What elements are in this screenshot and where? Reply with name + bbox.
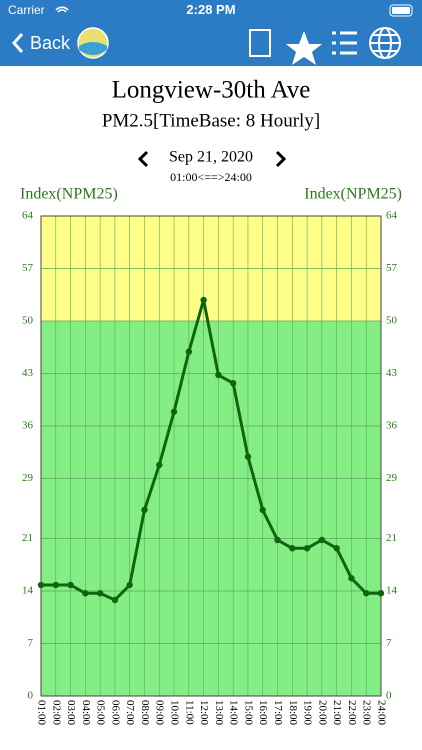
data-point — [111, 596, 119, 604]
y2-tick-label: 64 — [386, 210, 398, 222]
app-logo-water — [79, 42, 107, 55]
data-point — [67, 581, 74, 589]
data-point — [200, 296, 207, 304]
data-point — [52, 581, 59, 589]
x-tick-label: 05:00 — [95, 700, 107, 726]
data-point — [363, 590, 370, 597]
x-tick-label: 24:00 — [375, 700, 387, 726]
x-tick-label: 08:00 — [139, 700, 151, 726]
list-icon[interactable] — [332, 31, 357, 55]
y-tick-label: 0 — [28, 690, 34, 702]
x-tick-label: 23:00 — [361, 700, 373, 726]
data-point — [229, 380, 237, 387]
data-point — [348, 575, 355, 582]
x-tick-label: 02:00 — [50, 700, 62, 726]
x-tick-label: 13:00 — [213, 700, 225, 726]
y2-tick-label: 7 — [386, 637, 392, 649]
globe-icon[interactable] — [369, 27, 401, 59]
clock: 2:28 PM — [186, 2, 235, 17]
x-tick-label: 03:00 — [65, 700, 77, 726]
y-axis-label: Index(NPM25) — [20, 186, 118, 203]
y2-tick-label: 43 — [386, 367, 398, 379]
data-point — [377, 590, 385, 597]
x-tick-label: 17:00 — [272, 700, 284, 726]
x-tick-label: 01:00 — [35, 700, 47, 726]
x-tick-label: 19:00 — [302, 700, 314, 726]
x-tick-label: 10:00 — [169, 700, 181, 726]
data-point — [37, 581, 45, 589]
y-tick-label: 7 — [28, 637, 34, 649]
y2-tick-label: 29 — [386, 472, 398, 484]
chart-subtitle: PM2.5[TimeBase: 8 Hourly] — [102, 110, 320, 131]
y-tick-label: 21 — [22, 532, 33, 544]
data-point — [156, 461, 163, 469]
battery — [389, 4, 413, 17]
notes-icon[interactable] — [249, 29, 271, 57]
back-arrow[interactable] — [11, 33, 24, 53]
band — [41, 321, 381, 696]
next-day[interactable] — [275, 150, 287, 168]
y2-tick-label: 0 — [386, 690, 392, 702]
y-tick-label: 29 — [22, 472, 34, 484]
data-point — [185, 348, 193, 355]
x-tick-label: 16:00 — [257, 700, 269, 726]
y-tick-label: 14 — [22, 585, 34, 597]
data-point — [82, 590, 89, 597]
data-point — [333, 545, 340, 552]
y-tick-label: 50 — [22, 315, 34, 327]
x-tick-label: 22:00 — [346, 700, 358, 726]
chart-title: Longview-30th Ave — [112, 77, 311, 104]
data-point — [126, 581, 133, 589]
x-tick-label: 11:00 — [183, 700, 195, 725]
plot-border — [40, 215, 382, 697]
x-tick-label: 12:00 — [198, 700, 210, 726]
y-tick-label: 64 — [22, 210, 34, 222]
x-tick-label: 20:00 — [316, 700, 328, 726]
x-tick-label: 21:00 — [331, 700, 343, 726]
y2-tick-label: 36 — [386, 420, 398, 432]
carrier: Carrier — [8, 3, 45, 17]
y-tick-label: 36 — [22, 420, 34, 432]
data-point — [259, 506, 266, 514]
y2-tick-label: 57 — [386, 262, 398, 274]
y-tick-label: 43 — [22, 367, 34, 379]
data-point — [318, 536, 326, 544]
wifi-icon — [55, 6, 69, 13]
data-point — [274, 536, 281, 544]
x-tick-label: 14:00 — [228, 700, 240, 726]
date: Sep 21, 2020 — [169, 149, 253, 166]
y2-tick-label: 14 — [386, 585, 398, 597]
y-tick-label: 57 — [22, 262, 34, 274]
x-tick-label: 15:00 — [242, 700, 254, 726]
y2-axis-label: Index(NPM25) — [304, 186, 402, 203]
time-range: 01:00<==>24:00 — [170, 170, 252, 184]
y2-tick-label: 50 — [386, 315, 398, 327]
x-tick-label: 04:00 — [80, 700, 92, 726]
x-tick-label: 09:00 — [154, 700, 166, 726]
x-tick-label: 06:00 — [109, 700, 121, 726]
data-point — [96, 590, 104, 597]
data-point — [244, 453, 252, 460]
data-point — [289, 545, 296, 552]
x-tick-label: 07:00 — [124, 700, 136, 726]
data-point — [215, 371, 222, 379]
data-point — [303, 545, 311, 552]
x-tick-label: 18:00 — [287, 700, 299, 726]
data-point — [170, 408, 178, 415]
y2-tick-label: 21 — [386, 532, 397, 544]
favorite-icon[interactable] — [286, 31, 322, 65]
prev-day[interactable] — [137, 150, 149, 168]
back-button[interactable]: Back — [30, 33, 71, 53]
data-point — [141, 506, 148, 514]
battery-level — [392, 7, 410, 14]
